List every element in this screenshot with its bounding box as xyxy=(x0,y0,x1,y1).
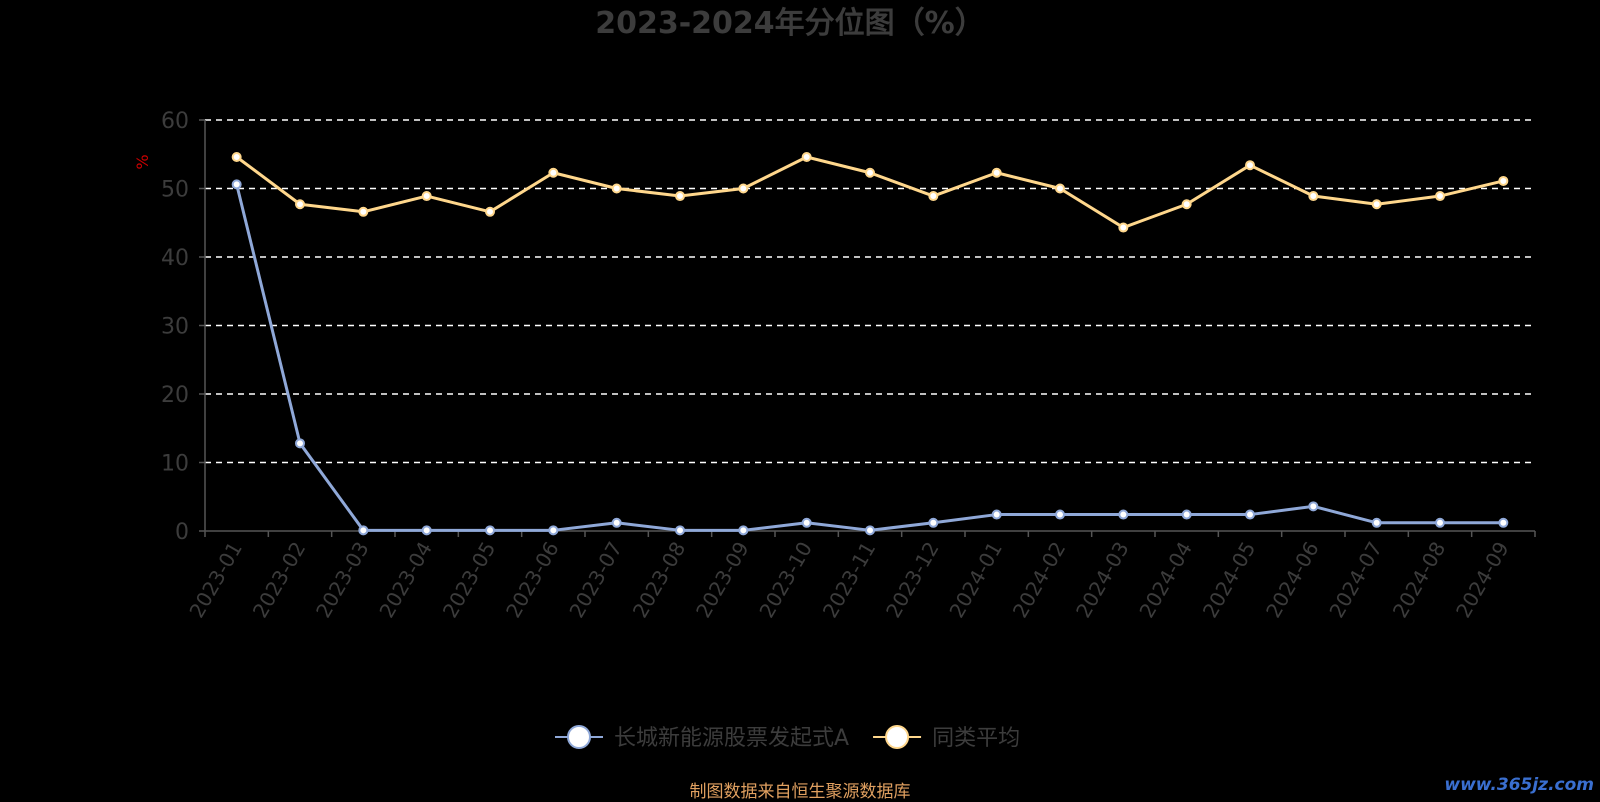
x-tick-label: 2023-12 xyxy=(881,538,944,622)
data-point xyxy=(1118,222,1129,233)
data-point xyxy=(1435,191,1445,202)
data-point xyxy=(421,525,432,536)
data-point xyxy=(1245,509,1255,520)
x-tick-label: 2023-08 xyxy=(628,538,691,622)
data-point xyxy=(1435,517,1445,528)
data-point xyxy=(738,525,749,536)
x-tick-label: 2023-11 xyxy=(818,538,881,622)
data-point xyxy=(231,179,242,190)
x-tick-label: 2023-04 xyxy=(374,538,437,622)
y-tick-label: 10 xyxy=(161,452,189,477)
data-point xyxy=(358,525,369,536)
x-tick-label: 2023-09 xyxy=(691,538,754,622)
data-point xyxy=(1055,183,1065,194)
data-point xyxy=(1181,509,1192,520)
data-point xyxy=(1308,501,1319,512)
legend-item-2[interactable]: 同类平均 xyxy=(873,725,1020,751)
data-point xyxy=(1498,517,1509,528)
data-point xyxy=(1371,199,1382,210)
y-tick-label: 20 xyxy=(161,383,189,408)
legend-label: 长城新能源股票发起式A xyxy=(614,726,849,751)
data-point xyxy=(358,206,369,217)
data-point xyxy=(675,191,685,202)
x-tick-label: 2023-10 xyxy=(754,538,817,622)
x-tick-label: 2023-01 xyxy=(184,538,247,622)
data-point xyxy=(485,525,495,536)
legend-marker xyxy=(567,725,591,749)
data-point xyxy=(801,517,812,528)
legend-marker xyxy=(885,725,910,749)
x-tick-label: 2024-07 xyxy=(1324,538,1387,622)
data-point xyxy=(675,525,685,536)
y-tick-label: 50 xyxy=(161,178,189,203)
data-point xyxy=(611,517,622,528)
x-tick-label: 2024-06 xyxy=(1261,538,1324,622)
x-tick-label: 2024-03 xyxy=(1071,538,1134,622)
legend[interactable]: 长城新能源股票发起式A 同类平均 xyxy=(555,725,1020,751)
x-tick-label: 2024-02 xyxy=(1008,538,1071,622)
x-tick-label: 2024-08 xyxy=(1388,538,1451,622)
data-point xyxy=(1245,160,1255,171)
data-point xyxy=(738,183,749,194)
data-point xyxy=(1371,517,1382,528)
data-point xyxy=(1118,509,1129,520)
legend-label: 同类平均 xyxy=(932,726,1020,751)
series-lines xyxy=(231,151,1509,536)
y-axis-ticks: 0 10 20 30 40 50 60 xyxy=(161,109,205,545)
x-tick-label: 2024-01 xyxy=(944,538,1007,622)
y-tick-label: 60 xyxy=(161,109,189,134)
data-point xyxy=(801,151,812,162)
chart-title: 2023-2024年分位图（%） xyxy=(595,6,985,41)
y-axis-label: % xyxy=(133,154,152,169)
data-point xyxy=(548,525,559,536)
data-point xyxy=(928,517,939,528)
x-tick-label: 2023-05 xyxy=(438,538,501,622)
data-point xyxy=(1498,175,1509,186)
x-tick-label: 2023-03 xyxy=(311,538,374,622)
data-point xyxy=(295,199,305,210)
data-point xyxy=(991,509,1002,520)
legend-item-1[interactable]: 长城新能源股票发起式A xyxy=(555,725,849,751)
data-point xyxy=(485,206,495,217)
y-tick-label: 0 xyxy=(175,520,189,545)
data-point xyxy=(865,167,875,178)
series-line-1 xyxy=(235,184,1504,532)
data-point xyxy=(548,167,559,178)
data-point xyxy=(865,525,875,536)
data-point xyxy=(928,191,939,202)
data-point xyxy=(1308,191,1319,202)
x-tick-label: 2024-09 xyxy=(1451,538,1514,622)
data-point xyxy=(295,438,305,449)
y-tick-label: 40 xyxy=(161,246,189,271)
x-tick-label: 2023-06 xyxy=(501,538,564,622)
x-axis-ticks: 2023-01 2023-02 2023-03 2023-04 2023-05 2023-… xyxy=(184,531,1536,622)
y-tick-label: 30 xyxy=(161,315,189,340)
data-source-note: 制图数据来自恒生聚源数据库 xyxy=(689,782,911,802)
x-tick-label: 2024-04 xyxy=(1134,538,1197,622)
grid-lines xyxy=(205,119,1535,464)
data-point xyxy=(991,167,1002,178)
data-point xyxy=(421,191,432,202)
data-point xyxy=(611,183,622,194)
x-tick-label: 2023-02 xyxy=(248,538,311,622)
data-point xyxy=(1181,199,1192,210)
x-tick-label: 2023-07 xyxy=(564,538,627,622)
data-point xyxy=(1055,509,1065,520)
data-point xyxy=(231,151,242,162)
watermark: www.365jz.com xyxy=(1444,775,1594,795)
x-tick-label: 2024-05 xyxy=(1198,538,1261,622)
